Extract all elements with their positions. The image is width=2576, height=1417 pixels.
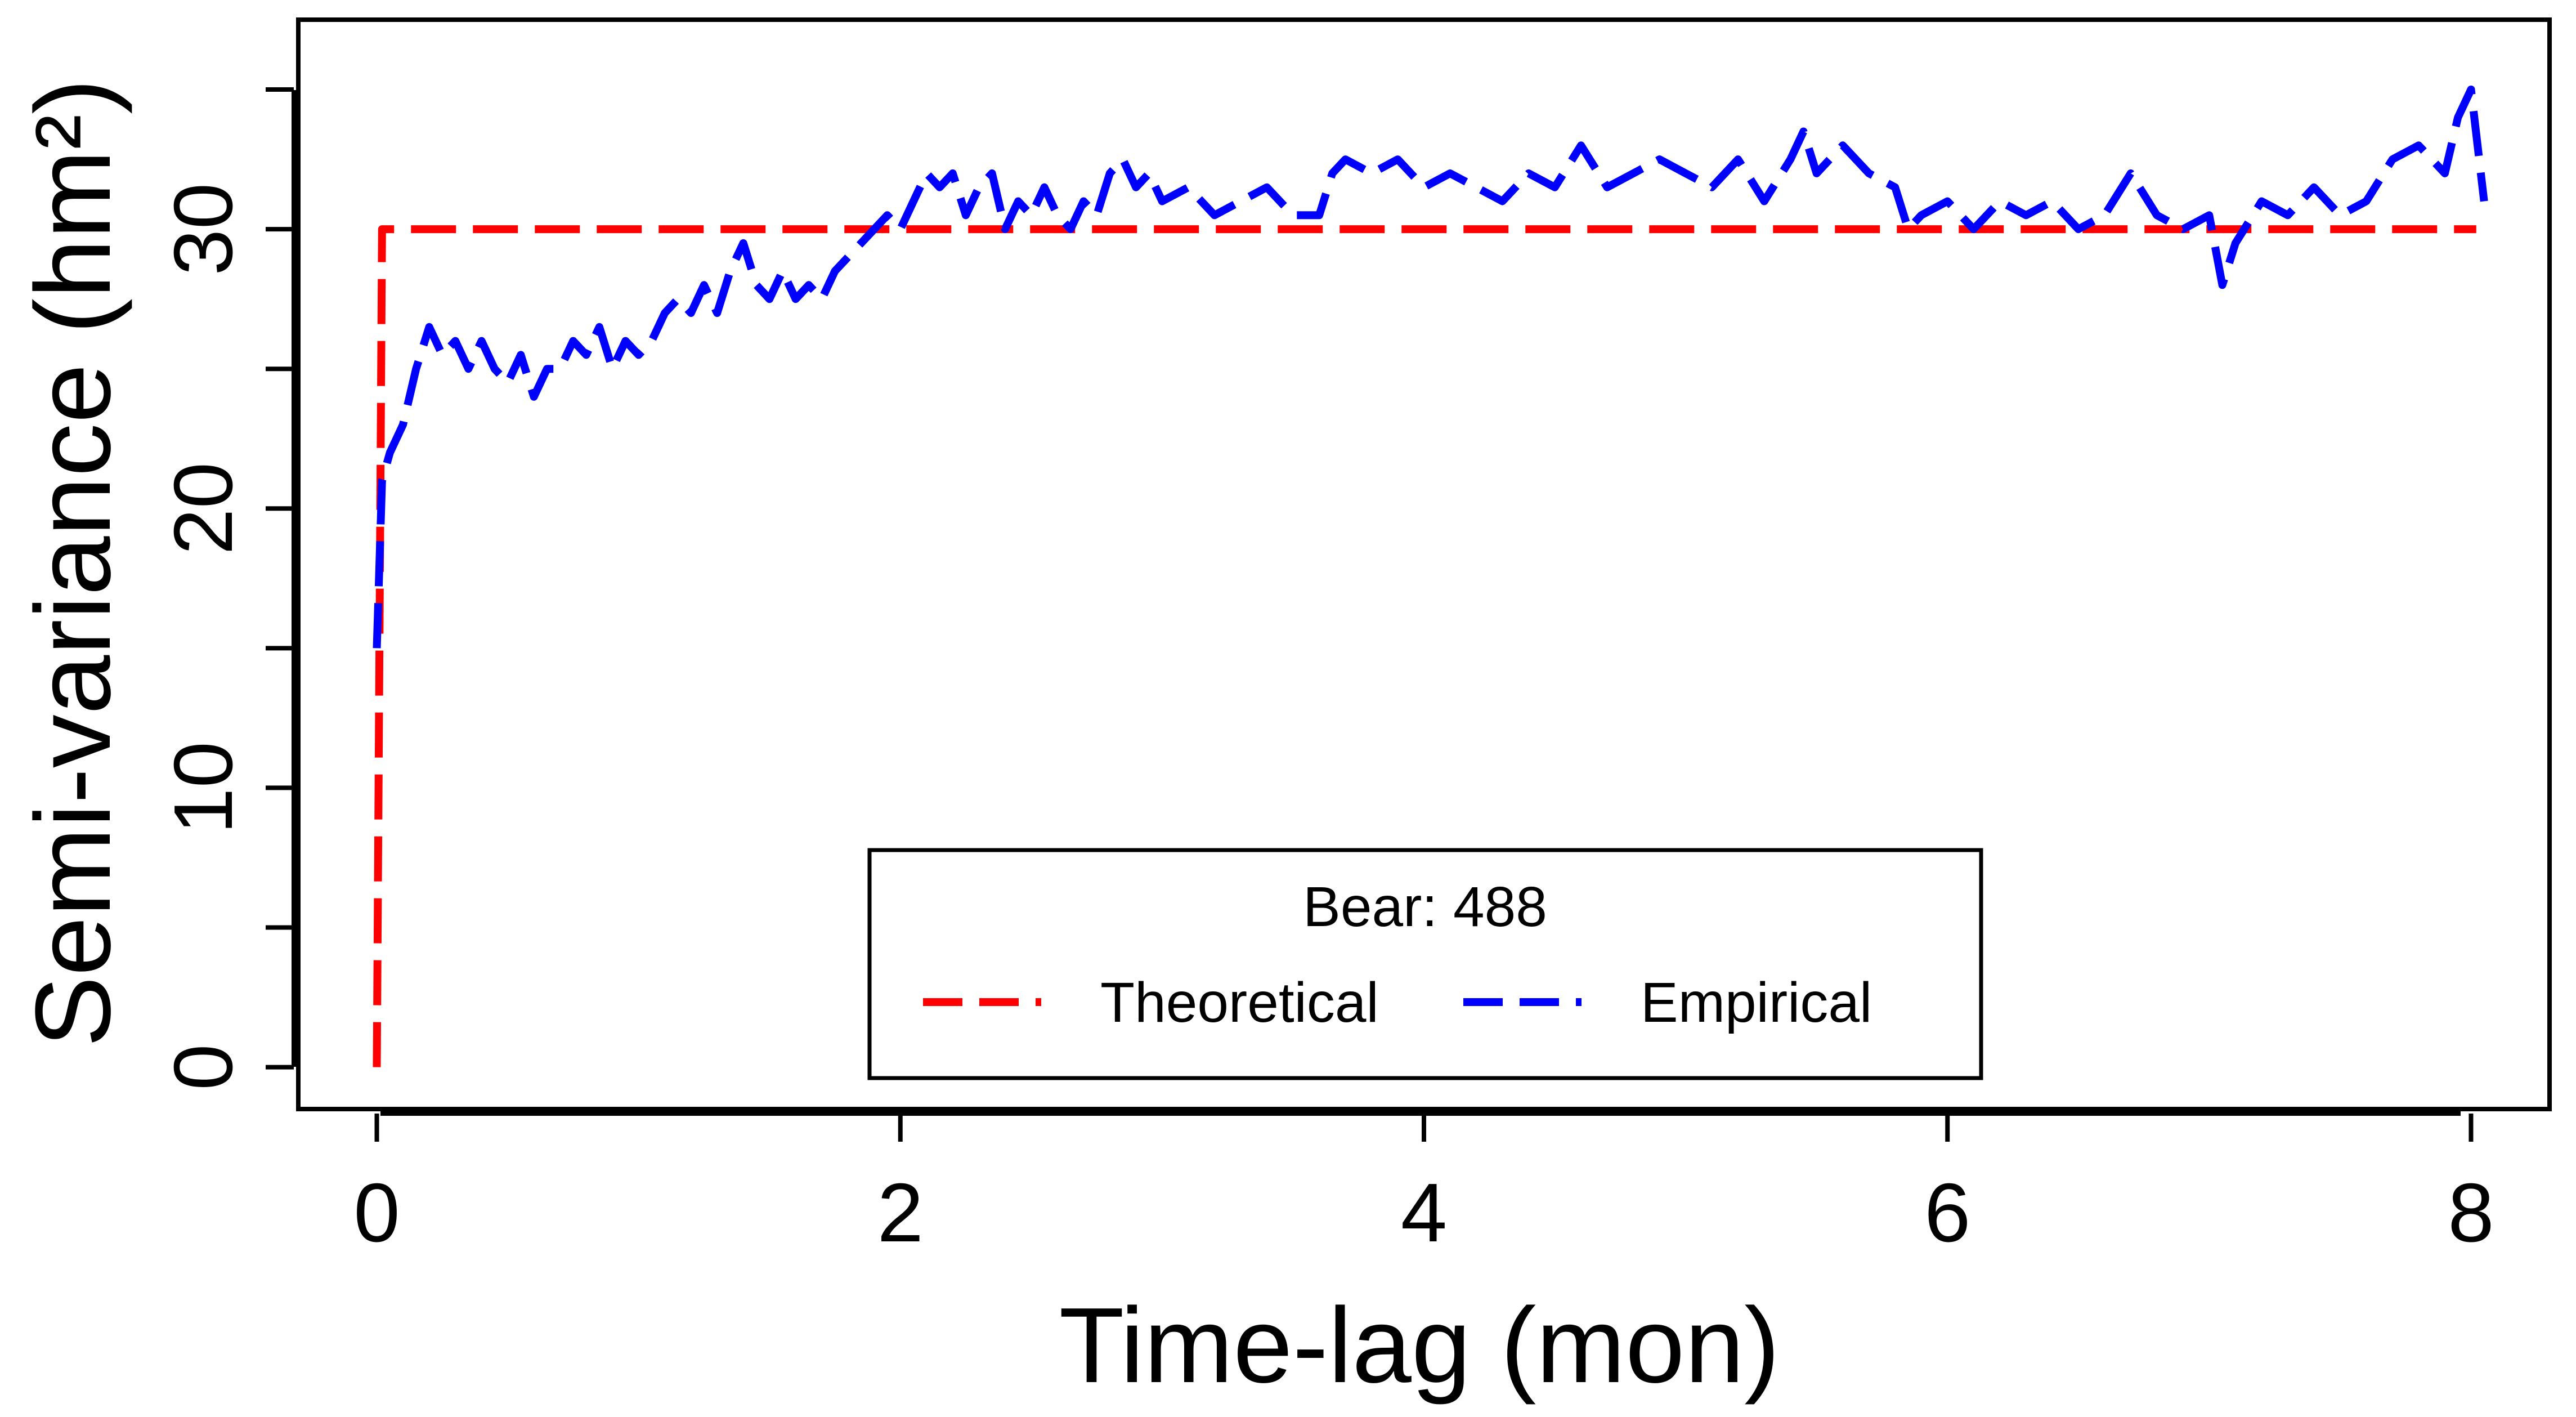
y-tick-label: 0: [157, 1044, 250, 1090]
legend-label-theoretical: Theoretical: [1100, 971, 1379, 1034]
x-tick-label: 4: [1401, 1166, 1447, 1259]
y-tick-label: 20: [157, 462, 250, 555]
series-line-empirical: [373, 86, 2488, 649]
y-axis-title: Semi-variance (hm²): [14, 79, 133, 1048]
x-tick-label: 6: [1924, 1166, 1970, 1259]
x-axis-title: Time-lag (mon): [1059, 1286, 1780, 1405]
x-axis: 0 2 4 6 8: [353, 1111, 2494, 1259]
series-layer: [373, 86, 2488, 1067]
x-tick-label: 2: [877, 1166, 924, 1259]
plot-frame: [296, 17, 2552, 1111]
y-axis: 0 10 20 30: [157, 87, 296, 1090]
series-line-theoretical: [373, 225, 2476, 1067]
y-tick-label: 30: [157, 183, 250, 276]
y-tick-label: 10: [157, 741, 250, 834]
legend-label-empirical: Empirical: [1641, 971, 1872, 1034]
legend: Bear: 488 Theoretical Empirical: [867, 848, 1983, 1080]
legend-box: [867, 848, 1983, 1080]
legend-title: Bear: 488: [1303, 875, 1547, 938]
x-tick-label: 8: [2448, 1166, 2494, 1259]
x-tick-label: 0: [353, 1166, 400, 1259]
